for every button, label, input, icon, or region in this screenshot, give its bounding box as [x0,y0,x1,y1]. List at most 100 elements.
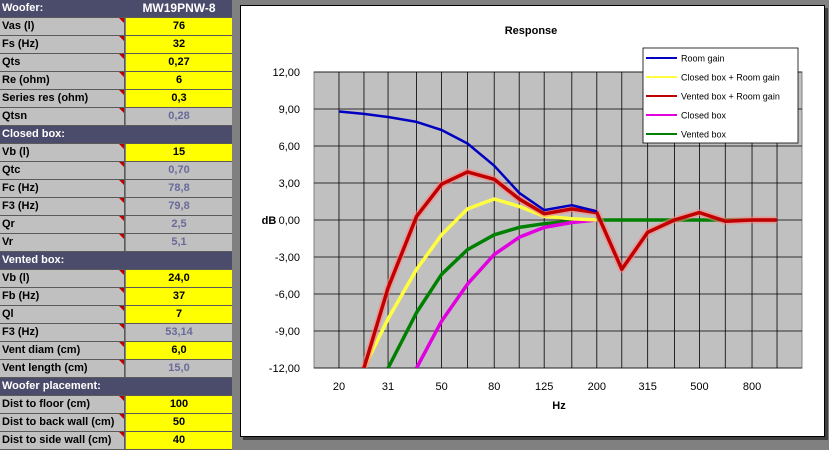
placement-param-value-cell[interactable]: 40 [126,432,232,449]
room-gain-line [338,110,598,213]
closed-box-row: Vb (l) 15 [0,144,232,162]
comment-marker-icon [119,180,124,185]
comment-marker-icon [119,90,124,95]
closed-box-header-label: Closed box: [2,128,65,140]
woofer-param-value-cell[interactable]: 0,27 [126,54,232,71]
y-tick-label: 6,00 [279,141,300,153]
y-axis-title: dB [262,215,277,227]
placement-param-label: Dist to floor (cm) [0,396,125,413]
param-label-text: Vb (l) [2,146,30,158]
y-tick-label: 12,00 [272,67,300,79]
vented-box-param-value-cell[interactable]: 15,0 [126,360,232,377]
x-tick-label: 125 [535,381,553,393]
closed-box-param-label: Qtc [0,162,125,179]
param-label-text: Qtsn [2,110,28,122]
param-label-text: Vent length (cm) [2,362,88,374]
closed-box-param-value-cell[interactable]: 79,8 [126,198,232,215]
closed-box-param-label: Vr [0,234,125,251]
response-chart[interactable]: 12,00 9,00 6,00 3,00 0,00 -3,00 -6,00 -9,00 -12,… [240,5,825,437]
woofer-param-label: Vas (l) [0,18,125,35]
chart-legend: Room gain Closed box + Room gain Vented bo… [642,47,799,144]
vented-box-header-label: Vented box: [2,254,65,266]
vented-box-row: F3 (Hz) 53,14 [0,324,232,342]
legend-entry: Vented box [681,130,727,140]
x-tick-label: 80 [488,381,500,393]
vented-box-param-label: Fb (Hz) [0,288,125,305]
placement-param-value-cell[interactable]: 100 [126,396,232,413]
param-label-text: Dist to floor (cm) [2,398,90,410]
woofer-header: Woofer: MW19PNW-8 [0,0,232,18]
closed-box-param-value-cell[interactable]: 15 [126,144,232,161]
param-label-text: Qtc [2,164,21,176]
placement-row: Dist to side wall (cm) 40 [0,432,232,450]
vented-box-header: Vented box: [0,252,232,270]
x-tick-label: 200 [588,381,606,393]
y-tick-label: 3,00 [279,178,300,190]
comment-marker-icon [119,306,124,311]
series-group [338,110,777,368]
y-tick-label: -12,00 [269,363,300,375]
param-label-text: Dist to back wall (cm) [2,416,115,428]
closed-box-param-label: Fc (Hz) [0,180,125,197]
comment-marker-icon [119,162,124,167]
closed-box-param-label: Qr [0,216,125,233]
closed-box-param-label: F3 (Hz) [0,198,125,215]
woofer-param-value-cell[interactable]: 6 [126,72,232,89]
woofer-param-value-cell[interactable]: 76 [126,18,232,35]
vented-box-param-value-cell[interactable]: 24,0 [126,270,232,287]
placement-header: Woofer placement: [0,378,232,396]
placement-row: Dist to back wall (cm) 50 [0,414,232,432]
param-label-text: Vent diam (cm) [2,344,81,356]
closed-box-param-value-cell[interactable]: 2,5 [126,216,232,233]
x-axis-title: Hz [552,400,566,412]
closed-box-param-value-cell[interactable]: 5,1 [126,234,232,251]
param-label-text: Vas (l) [2,20,35,32]
closed-box-line [415,218,597,368]
y-tick-label: -6,00 [275,289,300,301]
woofer-model[interactable]: MW19PNW-8 [142,1,216,15]
woofer-param-value-cell[interactable]: 32 [126,36,232,53]
y-tick-label: 9,00 [279,104,300,116]
woofer-param-value-cell[interactable]: 0,28 [126,108,232,125]
vented-box-param-value-cell[interactable]: 37 [126,288,232,305]
vented-box-param-value-cell[interactable]: 53,14 [126,324,232,341]
vented-box-param-label: Vb (l) [0,270,125,287]
x-tick-label: 20 [333,381,345,393]
woofer-param-value-cell[interactable]: 0,3 [126,90,232,107]
vented-box-param-label: Ql [0,306,125,323]
closed-box-row: Fc (Hz) 78,8 [0,180,232,198]
comment-marker-icon [119,18,124,23]
comment-marker-icon [119,54,124,59]
legend-entry: Closed box [681,111,727,121]
response-chart-svg: 12,00 9,00 6,00 3,00 0,00 -3,00 -6,00 -9,00 -12,… [262,25,803,412]
y-tick-label: -9,00 [275,326,300,338]
placement-param-value-cell[interactable]: 50 [126,414,232,431]
vented-box-param-value-cell[interactable]: 7 [126,306,232,323]
comment-marker-icon [119,144,124,149]
woofer-param-label: Qtsn [0,108,125,125]
comment-marker-icon [119,270,124,275]
woofer-row: Qtsn 0,28 [0,108,232,126]
comment-marker-icon [119,36,124,41]
closed-box-row: F3 (Hz) 79,8 [0,198,232,216]
x-tick-label: 800 [743,381,761,393]
legend-entry: Vented box + Room gain [681,92,780,102]
comment-marker-icon [119,414,124,419]
vented-box-room-gain-line [362,170,777,368]
woofer-row: Series res (ohm) 0,3 [0,90,232,108]
closed-box-row: Vr 5,1 [0,234,232,252]
chart-title: Response [505,25,558,37]
closed-box-param-value-cell[interactable]: 78,8 [126,180,232,197]
vented-box-row: Vent diam (cm) 6,0 [0,342,232,360]
comment-marker-icon [119,234,124,239]
y-tick-label: 0,00 [279,215,300,227]
closed-box-param-value-cell[interactable]: 0,70 [126,162,232,179]
comment-marker-icon [119,360,124,365]
vented-box-param-value-cell[interactable]: 6,0 [126,342,232,359]
param-label-text: F3 (Hz) [2,326,39,338]
vented-box-row: Vent length (cm) 15,0 [0,360,232,378]
x-tick-label: 315 [638,381,656,393]
parameter-sheet: Woofer: MW19PNW-8 Vas (l) 76 Fs (Hz) 32 Qts 0,2… [0,0,232,450]
y-tick-label: -3,00 [275,252,300,264]
vented-box-param-label: Vent diam (cm) [0,342,125,359]
